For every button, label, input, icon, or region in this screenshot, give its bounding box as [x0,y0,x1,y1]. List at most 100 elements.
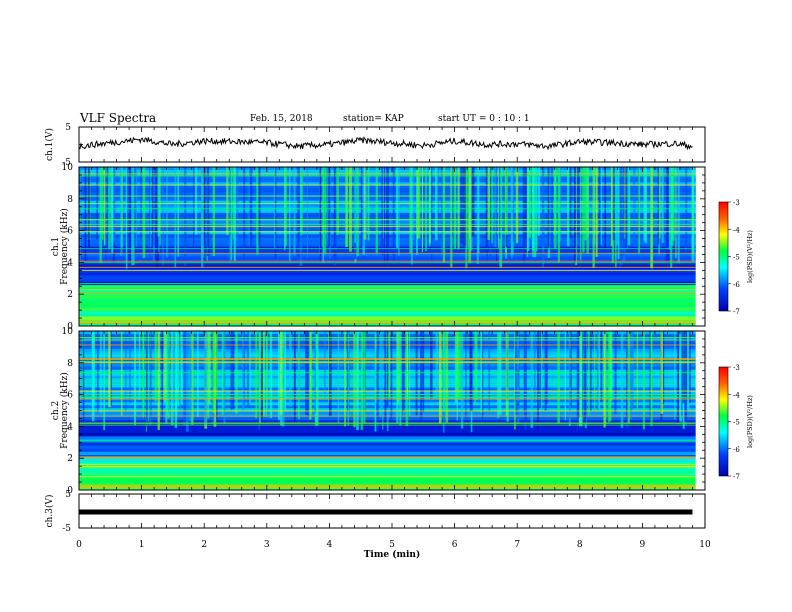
spectrogram-streak [259,331,261,423]
spectrogram-streak [460,331,464,429]
spectrogram-line [79,415,696,417]
spectrogram-streak [671,167,674,246]
spectrogram-streak [588,331,590,417]
spectrogram-streak [157,331,160,431]
spectrogram-line [79,223,696,225]
spectrogram-row [79,287,696,291]
spectrogram-streak [649,331,652,420]
spectrogram-streak [418,167,421,239]
spectrogram-streak [354,167,356,243]
spectrogram-streak [533,167,537,258]
spectrogram-streak [409,167,412,254]
y-axis-label: Frequency (kHz) [59,372,70,449]
spectrogram-streak [530,331,534,428]
spectrogram-streak [580,331,583,427]
spectrogram-row [79,474,696,478]
spectrogram-streak [362,167,365,256]
spectrogram-streak [277,331,280,420]
spectrogram-streak [180,331,183,405]
spectrogram-line [79,358,696,360]
spectrogram-line [79,361,696,363]
spectrogram-streak [162,167,164,265]
spectrogram-streak [422,331,425,412]
spectrogram-streak [579,331,582,425]
spectrogram-streak [349,167,352,252]
spectrogram-row [79,477,696,481]
spectrogram-streak [186,331,189,432]
spectrogram-line [79,463,696,465]
spectrogram-streak [402,331,405,411]
spectrogram-streak [489,167,492,262]
spectrogram-streak [684,331,687,422]
spectrogram-streak [592,167,595,269]
spectrogram-streak [324,331,326,400]
spectrogram-line [79,195,696,197]
spectrogram-streak [229,167,232,263]
spectrogram-streak [677,331,679,430]
spectrogram-streak [467,167,469,249]
spectrogram-line [79,231,696,233]
spectrogram-streak [165,331,168,424]
spectrogram-streak [499,167,503,268]
ch2-spectrogram-image [79,331,705,490]
colorbar-tick-label: -5 [733,419,740,427]
spectrogram-streak [636,331,639,409]
spectrogram-streak [249,167,253,246]
spectrogram-streak [557,167,561,263]
spectrogram-line [79,344,696,346]
spectrogram-streak [524,331,527,431]
spectrogram-streak [463,167,466,246]
spectrogram-streak [103,331,106,430]
spectrogram-streak [382,331,384,430]
spectrogram-streak [298,331,300,402]
spectrogram-streak [637,167,639,256]
spectrogram-streak [149,331,152,425]
spectrogram-streak [105,167,107,261]
spectrogram-streak [659,167,661,239]
x-axis-label: Time (min) [364,549,421,560]
spectrogram-streak [125,331,127,412]
spectrogram-streak [494,167,497,248]
station-label: station= KAP [343,114,404,124]
spectrogram-streak [126,167,129,255]
spectrogram-streak [617,167,620,260]
spectrogram-streak [570,331,572,406]
spectrogram-streak [657,167,660,245]
spectrogram-streak [284,167,287,247]
spectrogram-row [79,435,696,440]
spectrogram-streak [679,331,683,422]
colorbar-tick-label: -7 [733,308,740,316]
start-time-label: start UT = 0 : 10 : 1 [438,114,530,124]
spectrogram-streak [323,167,327,255]
spectrogram-streak [110,331,112,406]
spectrogram-streak [607,331,611,423]
spectrogram-row [79,310,696,314]
y-tick-label: -5 [62,158,71,168]
spectrogram-streak [248,167,250,246]
spectrogram-line [79,473,696,475]
spectrogram-streak [99,167,102,263]
spectrogram-streak [129,167,132,266]
spectrogram-streak [486,167,488,266]
spectrogram-streak [421,331,423,403]
spectrogram-streak [498,167,501,239]
spectrogram-line [79,372,696,374]
spectrogram-row [79,301,696,306]
spectrogram-line [79,208,696,210]
spectrogram-line [79,424,696,426]
ch1-waveform-line [78,136,693,151]
spectrogram-streak [584,331,587,425]
spectrogram-streak [586,167,589,254]
spectrogram-streak [113,167,116,243]
x-tick-label: 7 [514,540,520,550]
spectrogram-streak [328,331,332,417]
plot-title: VLF Spectra [80,111,157,125]
spectrogram-streak [553,167,557,250]
spectrogram-streak [260,331,263,430]
spectrogram-streak [233,167,236,261]
spectrogram-streak [161,331,163,422]
spectrogram-streak [159,167,161,245]
spectrogram-streak [130,167,134,266]
spectrogram-row [79,290,696,294]
spectrogram-streak [322,167,325,248]
